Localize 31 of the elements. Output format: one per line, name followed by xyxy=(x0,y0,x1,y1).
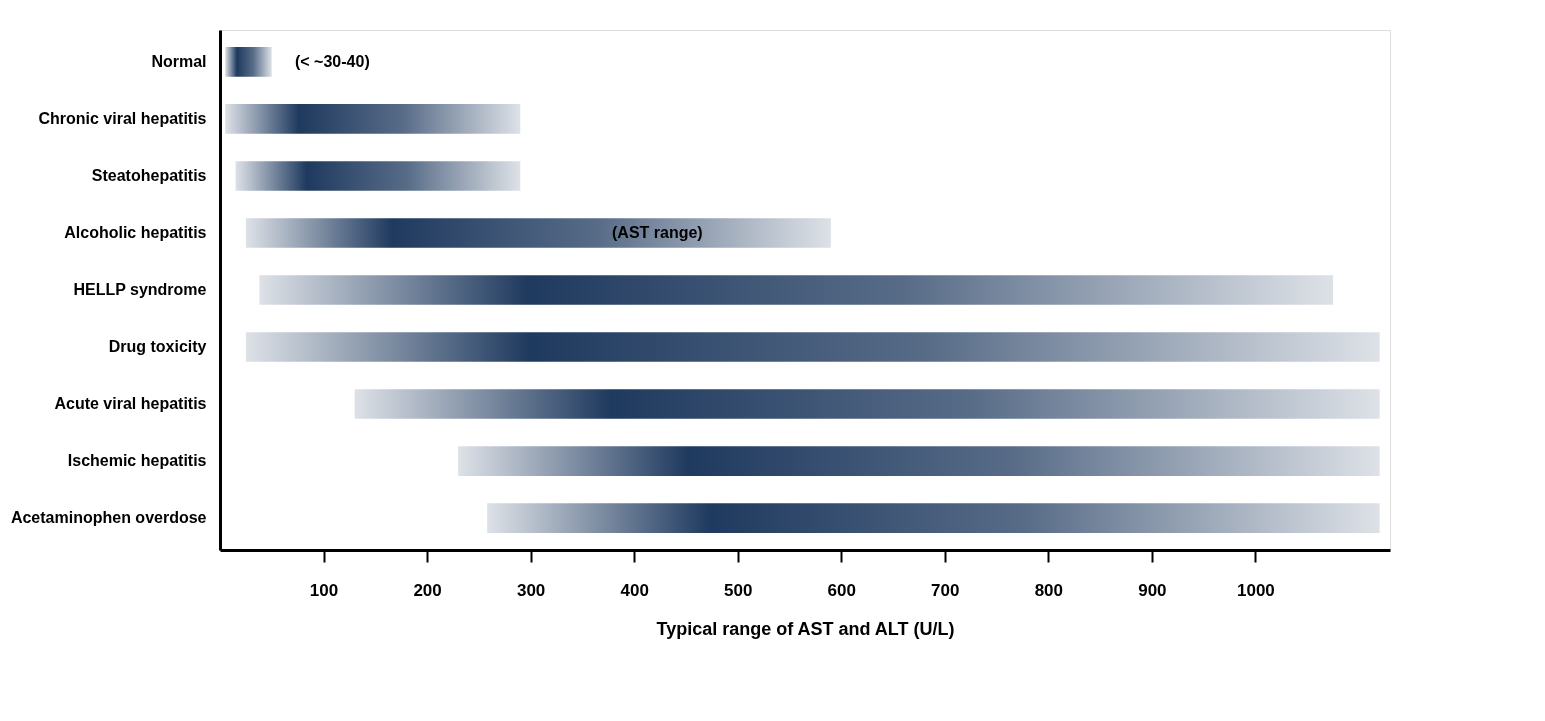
x-tick-label: 900 xyxy=(1138,580,1167,600)
bar xyxy=(259,275,1334,305)
bar xyxy=(235,161,521,191)
x-tick-label: 700 xyxy=(931,580,960,600)
x-tick-label: 500 xyxy=(724,580,753,600)
y-tick-label: Steatohepatitis xyxy=(91,166,207,184)
x-tick-label: 300 xyxy=(516,580,546,600)
y-tick-label: Acetaminophen overdose xyxy=(10,509,207,527)
bar xyxy=(245,332,1380,362)
y-tick-label: Ischemic hepatitis xyxy=(67,452,207,470)
x-tick-label: 800 xyxy=(1034,580,1064,600)
x-axis-title: Typical range of AST and ALT (U/L) xyxy=(656,618,955,639)
y-tick-label: Acute viral hepatitis xyxy=(54,395,207,413)
y-tick-label: Normal xyxy=(151,52,207,70)
y-tick-label: Alcoholic hepatitis xyxy=(64,223,207,241)
bar xyxy=(458,446,1380,476)
x-tick-label: 100 xyxy=(309,580,339,600)
y-tick-label: Chronic viral hepatitis xyxy=(38,109,207,127)
annotation: (< ~30-40) xyxy=(295,52,370,70)
bar xyxy=(354,389,1380,419)
x-tick-label: 200 xyxy=(413,580,442,600)
bar xyxy=(225,104,521,134)
bar xyxy=(225,47,272,77)
bar xyxy=(487,503,1380,533)
y-tick-label: HELLP syndrome xyxy=(73,281,207,298)
x-tick-label: 600 xyxy=(827,580,856,600)
x-tick-label: 400 xyxy=(620,580,649,600)
annotation: (AST range) xyxy=(612,223,703,241)
x-tick-label: 1000 xyxy=(1236,580,1275,600)
bar xyxy=(245,218,831,248)
y-tick-label: Drug toxicity xyxy=(108,338,207,356)
